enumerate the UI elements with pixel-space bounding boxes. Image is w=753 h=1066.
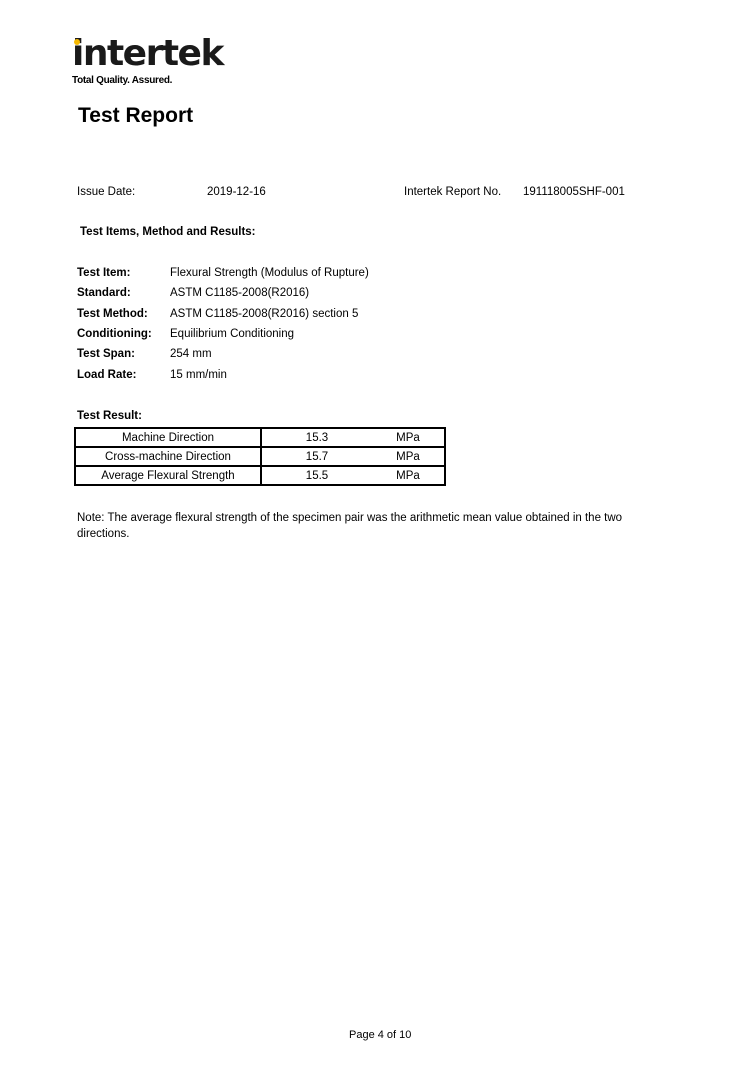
field-label: Standard: — [77, 287, 131, 299]
result-value: 15.3 — [261, 427, 372, 448]
table-row: Average Flexural Strength 15.5 MPa — [74, 465, 446, 486]
report-no-label: Intertek Report No. — [404, 186, 502, 198]
field-value: ASTM C1185-2008(R2016) — [170, 287, 310, 299]
page-title: Test Report — [78, 104, 194, 127]
section-heading: Test Items, Method and Results: — [80, 226, 256, 238]
field-label: Test Span: — [77, 348, 135, 360]
result-name: Machine Direction — [74, 427, 262, 448]
results-table: Machine Direction 15.3 MPa Cross-machine… — [74, 427, 446, 486]
field-value: 254 mm — [170, 348, 212, 360]
report-no-value: 191118005SHF-001 — [523, 186, 625, 198]
table-row: Machine Direction 15.3 MPa — [74, 427, 446, 448]
result-unit: MPa — [372, 446, 446, 467]
result-value: 15.5 — [261, 465, 372, 486]
issue-date-value: 2019-12-16 — [207, 186, 266, 198]
field-value: Equilibrium Conditioning — [170, 328, 295, 340]
intertek-logo: intertek Total Quality. Assured. — [72, 33, 224, 87]
field-value: Flexural Strength (Modulus of Rupture) — [170, 267, 369, 279]
result-unit: MPa — [372, 427, 446, 448]
result-heading: Test Result: — [77, 410, 142, 422]
note-line-2: directions. — [77, 528, 130, 540]
page-footer: Page 4 of 10 — [349, 1029, 412, 1041]
result-value: 15.7 — [261, 446, 372, 467]
issue-date-label: Issue Date: — [77, 186, 136, 198]
result-name: Average Flexural Strength — [74, 465, 262, 486]
logo-dot-icon — [74, 39, 80, 45]
logo-tagline: Total Quality. Assured. — [72, 75, 173, 86]
logo-word: intertek — [72, 33, 224, 74]
field-label: Test Method: — [77, 308, 148, 320]
field-value: 15 mm/min — [170, 369, 227, 381]
field-value: ASTM C1185-2008(R2016) section 5 — [170, 308, 359, 320]
result-name: Cross-machine Direction — [74, 446, 262, 467]
result-unit: MPa — [372, 465, 446, 486]
table-row: Cross-machine Direction 15.7 MPa — [74, 446, 446, 467]
field-label: Load Rate: — [77, 369, 137, 381]
field-label: Conditioning: — [77, 328, 152, 340]
note-line-1: Note: The average flexural strength of t… — [77, 512, 623, 524]
field-label: Test Item: — [77, 267, 131, 279]
